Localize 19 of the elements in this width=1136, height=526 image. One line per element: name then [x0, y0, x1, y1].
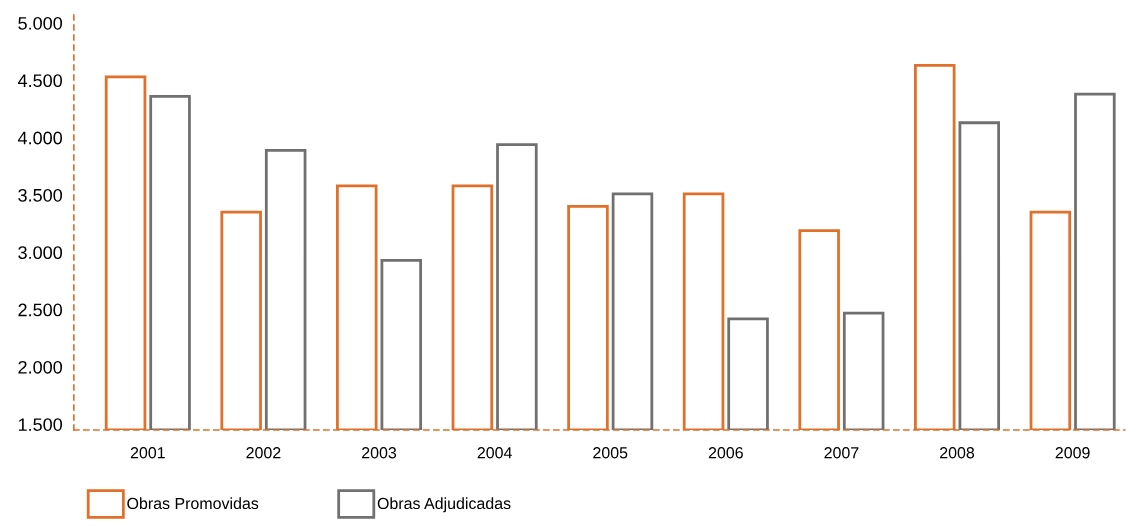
x-tick-label: 2009 [1055, 447, 1090, 459]
x-tick-label: 2006 [708, 447, 743, 459]
y-tick-label: 2.500 [18, 303, 63, 317]
x-tick-label: 2007 [824, 447, 859, 459]
y-tick-label: 5.000 [18, 16, 63, 30]
x-tick-label: 2008 [940, 447, 975, 459]
x-tick-label: 2003 [362, 447, 397, 459]
legend-label: Obras Promovidas [127, 497, 259, 510]
legend-label: Obras Adjudicadas [377, 497, 511, 513]
y-tick-label: 3.500 [18, 188, 63, 202]
x-tick-label: 2001 [130, 447, 165, 459]
y-tick-label: 2.000 [18, 360, 63, 374]
x-tick-label: 2005 [593, 447, 628, 459]
y-tick-label: 1.500 [18, 418, 63, 431]
y-tick-label: 3.000 [18, 246, 63, 260]
y-tick-label: 4.500 [17, 74, 63, 88]
x-tick-label: 2002 [246, 447, 281, 459]
y-tick-label: 4.000 [17, 131, 63, 145]
x-tick-label: 2004 [477, 447, 512, 459]
